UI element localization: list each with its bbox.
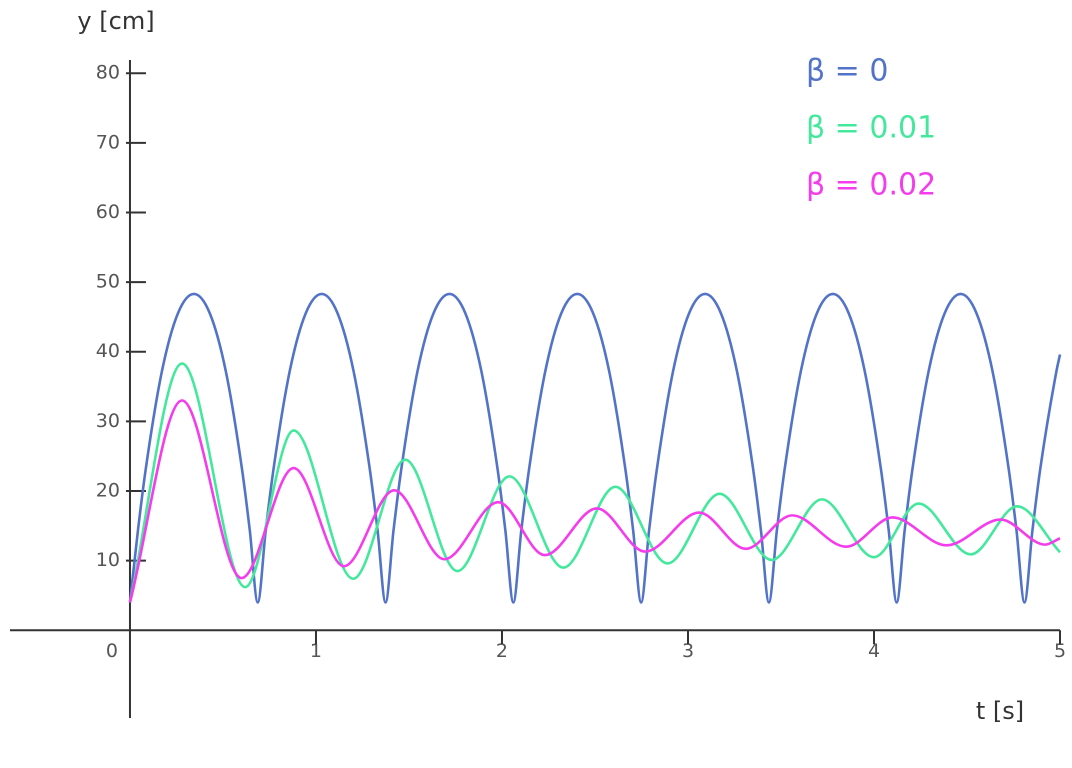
x-tick-label: 1 (310, 640, 322, 662)
y-tick-label: 40 (96, 340, 120, 362)
x-tick-label: 0 (106, 640, 118, 662)
x-tick-label: 2 (496, 640, 508, 662)
y-tick-label: 60 (96, 201, 120, 223)
x-tick-label: 3 (682, 640, 694, 662)
y-tick-label: 30 (96, 410, 120, 432)
legend-label: β = 0.01 (806, 111, 936, 146)
y-tick-label: 10 (96, 549, 120, 571)
x-tick-label: 5 (1054, 640, 1066, 662)
x-axis-label: t [s] (976, 697, 1024, 725)
legend-label: β = 0 (806, 54, 888, 89)
y-tick-label: 70 (96, 131, 120, 153)
y-tick-label: 50 (96, 271, 120, 293)
y-axis-label: y [cm] (77, 7, 154, 35)
y-tick-label: 20 (96, 480, 120, 502)
line-series (128, 362, 1061, 603)
line-series (128, 292, 1062, 604)
line-series (128, 399, 1061, 603)
legend-label: β = 0.02 (806, 168, 936, 203)
x-tick-label: 4 (868, 640, 880, 662)
y-tick-label: 80 (96, 62, 120, 84)
